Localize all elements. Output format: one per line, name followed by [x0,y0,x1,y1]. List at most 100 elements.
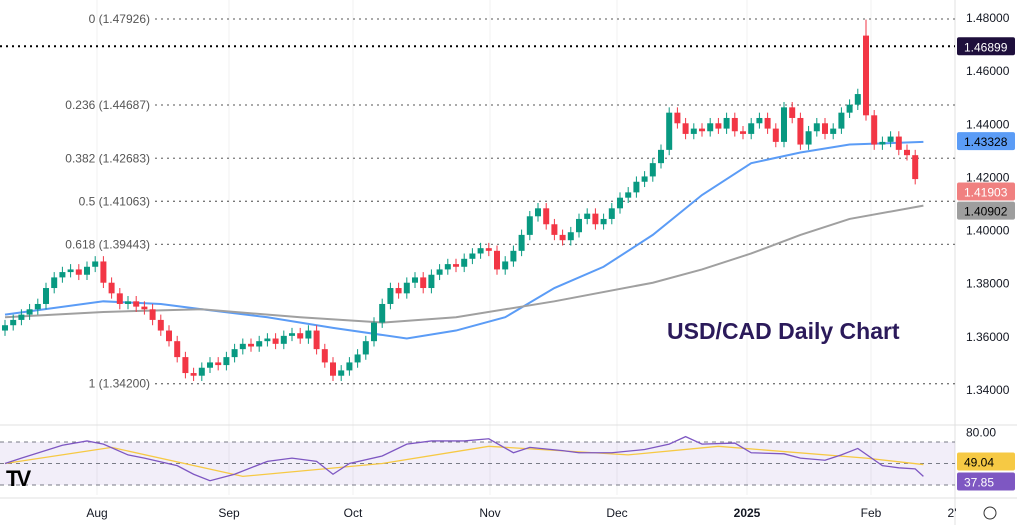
candle-body [59,272,66,278]
y-tick-label: 1.48000 [966,11,1010,25]
candle-body [477,248,484,254]
candle-body [280,335,287,344]
candle-body [215,362,222,366]
candle-body [174,341,181,358]
candle-body [567,232,574,241]
candle-body [34,303,41,310]
candle-body [772,128,779,142]
candle-body [387,288,394,304]
x-tick-label: Aug [86,506,107,520]
candle-body [731,117,738,132]
candle-body [641,176,648,182]
x-tick-label: Feb [861,506,882,520]
candle-body [18,314,25,320]
rsi-ma-line [4,445,924,478]
price-label: 1.43328 [964,135,1008,149]
candle-body [649,163,656,177]
candle-body [321,349,328,363]
x-tick-label: 2' [948,506,957,520]
candle-body [272,338,279,344]
candle-body [813,123,820,132]
candle-body [133,301,140,307]
x-tick-label: Sep [218,506,240,520]
candle-body [100,261,107,283]
candle-body [125,301,131,304]
candle-body [485,248,492,251]
candle-body [26,309,33,315]
candle-body [453,264,459,267]
candle-body [526,216,533,235]
rsi-line [4,435,924,482]
candle-body [436,269,443,275]
candle-body [297,333,304,339]
candle-body [346,362,353,371]
price-label-bg [957,182,1015,201]
x-tick-label: Dec [606,506,627,520]
price-label-bg [957,201,1015,220]
x-tick-label: 2025 [734,506,761,520]
candle-body [166,330,172,342]
candle-body [740,131,746,134]
candle-body [830,128,837,134]
candle-body [863,35,869,116]
candle-body [256,341,263,347]
candle-body [510,250,517,262]
candle-body [699,128,705,132]
candle-body [305,330,312,339]
y-tick-label: 1.34000 [966,383,1010,397]
candle-body [264,338,271,342]
candle-body [379,303,386,323]
price-label-bg [957,132,1015,151]
candle-body [879,141,886,145]
candle-body [797,117,804,145]
candle-body [559,234,566,241]
candle-body [330,362,336,376]
candle-body [584,213,591,219]
fib-label: 0.618 (1.39443) [65,237,150,251]
y-tick-label: 1.42000 [966,170,1010,184]
candle-body [715,123,722,129]
candle-body [43,288,49,304]
candle-body [838,112,845,129]
settings-icon[interactable] [983,506,997,520]
candle-body [469,253,476,259]
tradingview-logo[interactable]: TV [6,466,31,491]
candle-body [10,319,17,326]
candle-body [822,123,828,134]
candle-body [92,261,99,267]
candle-body [690,128,697,134]
fib-label: 0.382 (1.42683) [65,151,150,165]
candle-body [871,115,878,145]
candle-body [805,131,812,145]
candle-body [707,123,714,132]
candle-body [116,293,123,304]
candle-body [518,234,525,251]
fib-label: 0.236 (1.44687) [65,98,150,112]
chart-title: USD/CAD Daily Chart [667,318,900,344]
candle-body [2,325,8,331]
candle-body [313,330,320,350]
candle-body [182,357,189,374]
candle-body [461,258,468,267]
candle-body [608,208,615,219]
price-label: 1.41903 [964,186,1008,200]
candle-body [789,107,796,118]
candle-body [674,112,681,124]
candle-body [666,112,673,150]
candle-body [764,117,771,129]
y-tick-label: 1.38000 [966,277,1010,291]
candle-body [289,333,295,336]
rsi-label: 37.85 [964,476,994,490]
candle-body [67,269,74,273]
candle-body [576,218,582,233]
candle-body [756,117,763,124]
candle-body [239,343,246,350]
candle-body [617,197,623,209]
price-label: 1.46899 [964,40,1008,54]
candle-body [362,341,369,355]
candle-body [887,136,894,142]
candle-body [658,149,664,164]
candle-body [338,370,345,376]
